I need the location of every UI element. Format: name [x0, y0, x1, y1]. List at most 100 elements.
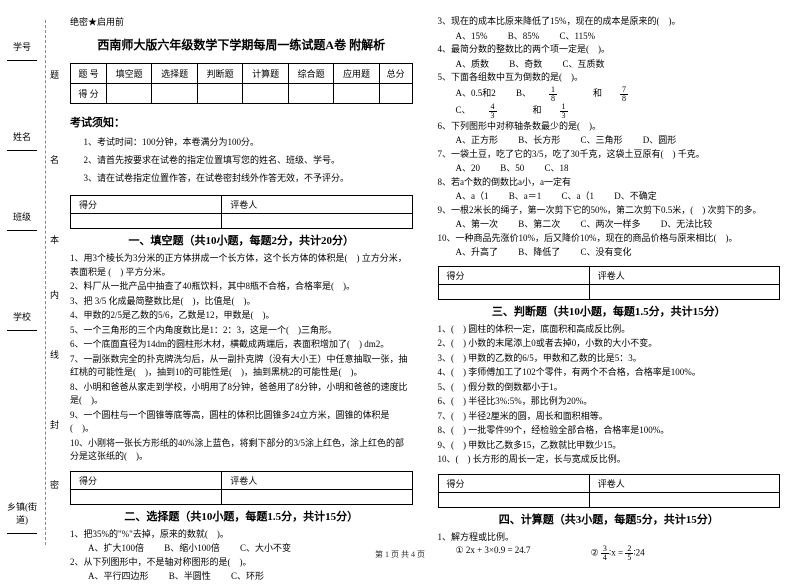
td[interactable]	[222, 489, 412, 504]
label-text: 学校	[13, 312, 31, 322]
options: A、0.5和2 B、18和78 C、43和13	[438, 86, 781, 120]
dash-char: 本	[48, 235, 61, 244]
and: 和	[533, 104, 542, 118]
td[interactable]	[379, 84, 412, 104]
dash-char: 题	[48, 70, 61, 79]
question: 9、( ) 甲数比乙数多15，乙数就比甲数少15。	[438, 439, 781, 453]
page: 学号 题 姓名 名 班级 本 内 学校 线 封 密 乡镇(街道) 绝密★启用前 …	[0, 0, 800, 565]
question: 6、( ) 半径比3%:5%，那比例为20%。	[438, 395, 781, 409]
question: 1、用3个棱长为3分米的正方体拼成一个长方体，这个长方体的体积是( ) 立方分米…	[70, 252, 413, 279]
opt-label: B、	[516, 87, 531, 101]
section-title: 二、选择题（共10小题，每题1.5分，共计15分）	[70, 508, 413, 524]
grader-table: 得分评卷人	[438, 474, 781, 508]
th: 填空题	[106, 64, 151, 84]
question: 1、解方程或比例。	[438, 531, 781, 545]
th: 题 号	[71, 64, 107, 84]
th: 综合题	[288, 64, 333, 84]
td: 评卷人	[222, 196, 412, 214]
td[interactable]	[334, 84, 379, 104]
dashed-line	[45, 20, 46, 545]
td: 得分	[71, 471, 222, 489]
td[interactable]	[589, 284, 779, 299]
option: A、升高了	[456, 246, 499, 260]
label-text: 姓名	[13, 132, 31, 142]
exam-title: 西南师大版六年级数学下学期每周一练试题A卷 附解析	[70, 36, 413, 53]
td[interactable]	[438, 284, 589, 299]
question: 5、下面各组数中互为倒数的是( )。	[438, 71, 781, 85]
question: 10、( ) 长方形的周长一定，长与宽成反比例。	[438, 453, 781, 467]
td[interactable]	[106, 84, 151, 104]
td[interactable]	[438, 492, 589, 507]
option: C、两次一样多	[581, 218, 641, 232]
option: B、第二次	[518, 218, 560, 232]
td[interactable]	[71, 214, 222, 229]
th: 总分	[379, 64, 412, 84]
option: B、85%	[508, 30, 540, 44]
question: 8、小明和爸爸从家走到学校，小明用了8分钟，爸爸用了8分钟，小明和爸爸的速度比是…	[70, 381, 413, 408]
options: A、正方形 B、长方形 C、三角形 D、圆形	[438, 134, 781, 148]
content-area: 绝密★启用前 西南师大版六年级数学下学期每周一练试题A卷 附解析 题 号 填空题…	[60, 0, 800, 565]
question: 1、( ) 圆柱的体积一定，底面积和高成反比例。	[438, 323, 781, 337]
td: 评卷人	[589, 266, 779, 284]
dash-char: 线	[48, 350, 61, 359]
and: 和	[593, 87, 602, 101]
td[interactable]	[243, 84, 288, 104]
td[interactable]	[222, 214, 412, 229]
td[interactable]	[589, 492, 779, 507]
margin-label: 学校	[2, 310, 42, 333]
options: A、平行四边形 B、半圆性 C、环形	[70, 570, 413, 584]
notice-item: 2、请首先按要求在试卷的指定位置填写您的姓名、班级、学号。	[70, 153, 413, 166]
table-row: 得 分	[71, 84, 413, 104]
options: A、20 B、50 C、18	[438, 162, 781, 176]
question: 7、( ) 半径2厘米的圆，周长和面积相等。	[438, 410, 781, 424]
option: D、圆形	[643, 134, 677, 148]
option: A、20	[456, 162, 481, 176]
question: 4、最简分数的整数比的两个项一定是( )。	[438, 43, 781, 57]
dash-char: 名	[48, 155, 61, 164]
td[interactable]	[152, 84, 197, 104]
options: A、15% B、85% C、115%	[438, 30, 781, 44]
td: 得 分	[71, 84, 107, 104]
right-column: 3、现在的成本比原来降低了15%，现在的成本是原来的( )。 A、15% B、8…	[438, 15, 781, 560]
option: C、43和13	[456, 103, 604, 120]
question: 4、( ) 李师傅加工了102个零件，有两个不合格，合格率是100%。	[438, 366, 781, 380]
option: A、0.5和2	[456, 87, 496, 101]
td[interactable]	[71, 489, 222, 504]
option: C、没有变化	[581, 246, 632, 260]
option: A、第一次	[456, 218, 499, 232]
option: B、降低了	[518, 246, 560, 260]
section-title: 四、计算题（共3小题，每题5分，共计15分）	[438, 511, 781, 527]
label-text: 班级	[13, 212, 31, 222]
option: A、正方形	[456, 134, 499, 148]
option: C、115%	[560, 30, 596, 44]
option: C、环形	[231, 570, 264, 584]
question: 8、若a个数的倒数比a小，a一定有	[438, 176, 781, 190]
td[interactable]	[197, 84, 242, 104]
question: 9、一个圆柱与一个圆锥等底等高，圆柱的体积比圆锥多24立方米，圆锥的体积是( )…	[70, 409, 413, 436]
option: A、15%	[456, 30, 488, 44]
td: 得分	[438, 474, 589, 492]
margin-label: 班级	[2, 210, 42, 233]
th: 选择题	[152, 64, 197, 84]
table-row: 题 号 填空题 选择题 判断题 计算题 综合题 应用题 总分	[71, 64, 413, 84]
page-footer: 第 1 页 共 4 页	[0, 549, 800, 560]
option: B、50	[500, 162, 524, 176]
section-title: 三、判断题（共10小题，每题1.5分，共计15分）	[438, 303, 781, 319]
grader-table: 得分评卷人	[438, 266, 781, 300]
option: A、平行四边形	[88, 570, 149, 584]
question: 5、( ) 假分数的倒数都小于1。	[438, 381, 781, 395]
option: D、无法比较	[661, 218, 713, 232]
question: 10、一种商品先涨价10%，后又降价10%，现在的商品价格与原来相比( )。	[438, 232, 781, 246]
question: 2、料厂从一批产品中抽查了40瓶饮料，其中8瓶不合格，合格率是( )。	[70, 280, 413, 294]
question: 6、下列图形中对称轴条数最少的是( )。	[438, 120, 781, 134]
question: 4、甲数的2/5是乙数的5/6，乙数是12，甲数是( )。	[70, 309, 413, 323]
td[interactable]	[288, 84, 333, 104]
options: A、升高了 B、降低了 C、没有变化	[438, 246, 781, 260]
question: 7、一袋土豆，吃了它的3/5，吃了30千克，这袋土豆原有( ) 千克。	[438, 148, 781, 162]
margin-label: 姓名	[2, 130, 42, 153]
question: 9、一根2米长的绳子，第一次剪下它的50%，第二次剪下0.5米，( ) 次剪下的…	[438, 204, 781, 218]
label-text: 学号	[13, 42, 31, 52]
label-text: 乡镇(街道)	[7, 502, 37, 525]
question: 3、( ) 甲数的乙数的6/5，甲数和乙数的比是5：3。	[438, 352, 781, 366]
question: 6、一个底面直径为14dm的圆柱形木材，横截成两端后，表面积增加了( ) dm2…	[70, 338, 413, 352]
